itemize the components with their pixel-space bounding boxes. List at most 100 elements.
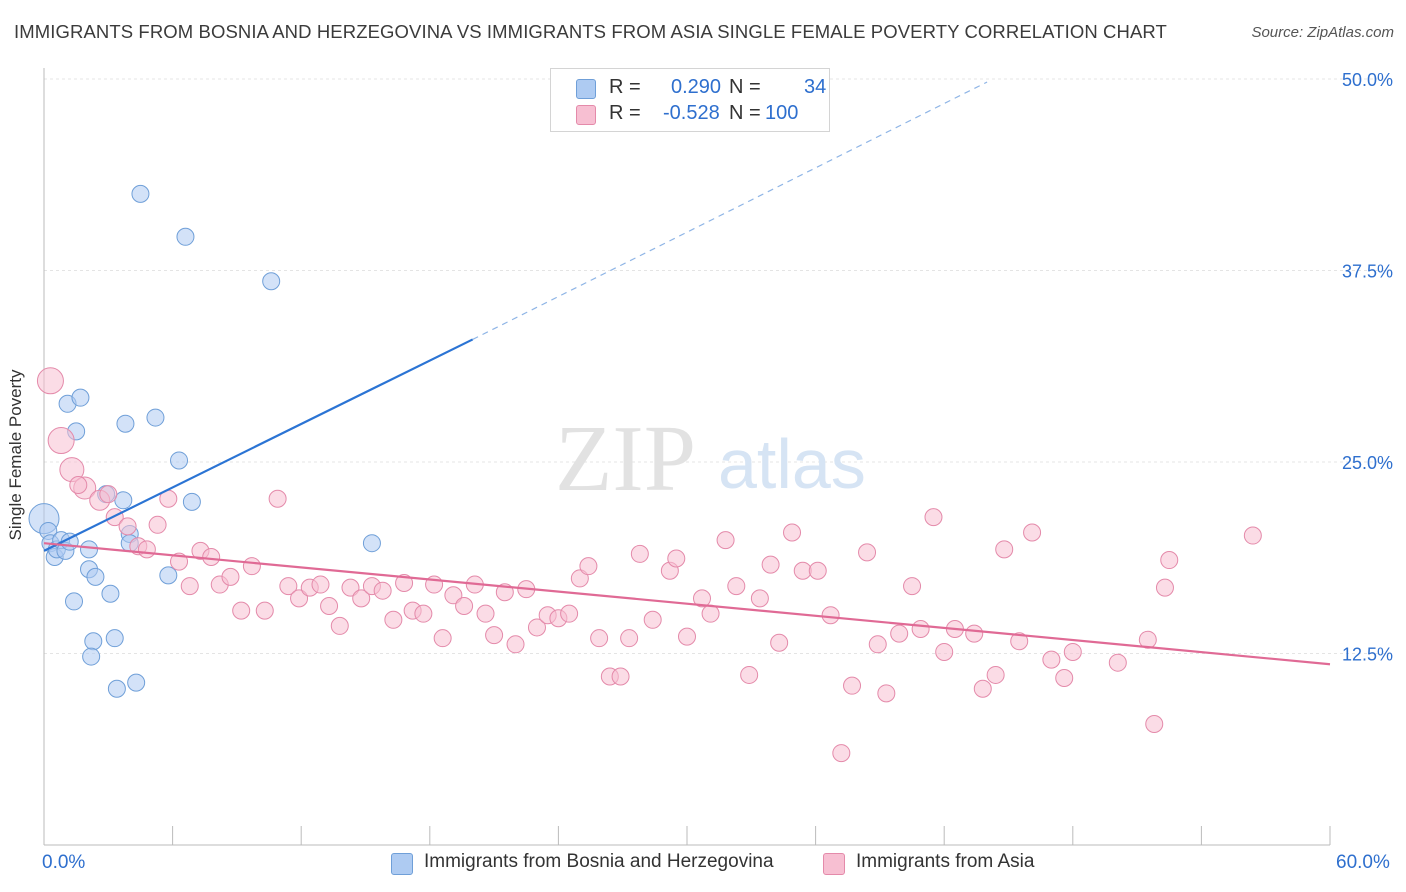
point-asia [232,601,251,620]
point-asia [868,635,887,654]
point-asia [821,606,840,625]
point-asia [444,586,463,605]
point-asia [935,642,954,661]
trend-extension-bosnia [472,81,988,340]
point-asia [986,665,1005,684]
point-asia [560,604,579,623]
series-name-bosnia: Immigrants from Bosnia and Herzegovina [424,851,774,872]
point-asia [1010,632,1029,651]
point-asia [761,555,780,574]
point-asia [843,676,862,695]
point-asia [202,547,221,566]
point-asia [506,635,525,654]
legend-r-label: R = [609,76,641,98]
point-asia [1042,650,1061,669]
point-asia [770,633,789,652]
series-swatch-bosnia [391,853,413,875]
point-asia [99,485,118,504]
point-bosnia [82,647,101,666]
point-asia [678,627,696,646]
point-bosnia [362,534,381,553]
chart-title: IMMIGRANTS FROM BOSNIA AND HERZEGOVINA V… [14,21,1167,42]
point-asia [1108,653,1127,672]
point-asia [476,604,495,623]
point-asia [643,610,662,629]
y-tick-label: 50.0% [1342,70,1393,90]
point-asia [373,581,392,600]
point-asia [620,629,639,648]
point-asia [47,427,75,455]
point-asia [858,543,877,562]
y-tick-label: 25.0% [1342,453,1393,473]
point-asia [180,577,199,596]
point-asia [290,589,309,608]
watermark-zip: ZIP [555,407,696,511]
point-asia [903,577,922,596]
point-asia [1023,523,1042,542]
point-asia [783,523,802,542]
point-asia [1145,714,1164,733]
point-asia [808,561,827,580]
point-bosnia [114,491,133,510]
legend-n-label: N = [729,102,761,124]
watermark: ZIP atlas [555,407,866,511]
point-bosnia [101,584,120,603]
point-asia [701,604,720,623]
trend-line-asia [43,542,1331,666]
point-asia [148,515,167,534]
point-asia [268,489,287,508]
point-bosnia [86,567,105,586]
point-asia [352,589,371,608]
point-asia [570,569,589,588]
point-asia [221,567,240,586]
point-asia [693,589,712,608]
x-tick-label-max: 60.0% [1336,852,1390,873]
trend-line-bosnia [43,338,474,552]
y-tick-labels: 12.5% 25.0% 37.5% 50.0% [1342,70,1393,665]
legend-n-value: 34 [804,76,827,98]
point-asia [995,540,1014,559]
source-credit: Source: ZipAtlas.com [1251,24,1394,41]
point-bosnia [105,629,124,648]
point-bosnia [65,592,84,611]
point-asia [36,367,64,395]
point-asia [341,578,360,597]
point-asia [527,618,546,637]
point-bosnia [131,184,150,203]
point-asia [630,544,649,563]
point-asia [716,531,735,550]
point-bosnia [116,414,135,433]
point-asia [1160,551,1179,570]
point-bosnia [71,388,90,407]
point-asia [965,624,984,643]
point-asia [727,577,746,596]
point-asia [255,601,274,620]
point-asia [69,475,88,494]
point-asia [793,561,812,580]
legend-swatch-asia [576,105,596,125]
point-asia [1243,526,1262,545]
point-asia [433,629,452,648]
watermark-atlas: atlas [718,425,866,503]
x-tick-label-min: 0.0% [42,852,86,873]
point-bosnia [176,227,195,246]
legend-n-label: N = [729,76,761,98]
point-bosnia [170,451,189,470]
point-asia [1055,669,1074,688]
point-asia [877,684,896,703]
point-bosnia [127,673,146,692]
point-asia [414,604,433,623]
y-tick-label: 37.5% [1342,262,1393,282]
point-bosnia [262,272,281,291]
point-asia [1155,578,1174,597]
point-asia [1138,630,1157,649]
point-asia [384,610,403,629]
point-asia [279,577,298,596]
point-asia [667,549,686,568]
point-asia [740,665,759,684]
point-asia [924,508,943,527]
point-asia [311,575,330,594]
legend-swatch-bosnia [576,79,596,99]
point-asia [137,540,156,559]
